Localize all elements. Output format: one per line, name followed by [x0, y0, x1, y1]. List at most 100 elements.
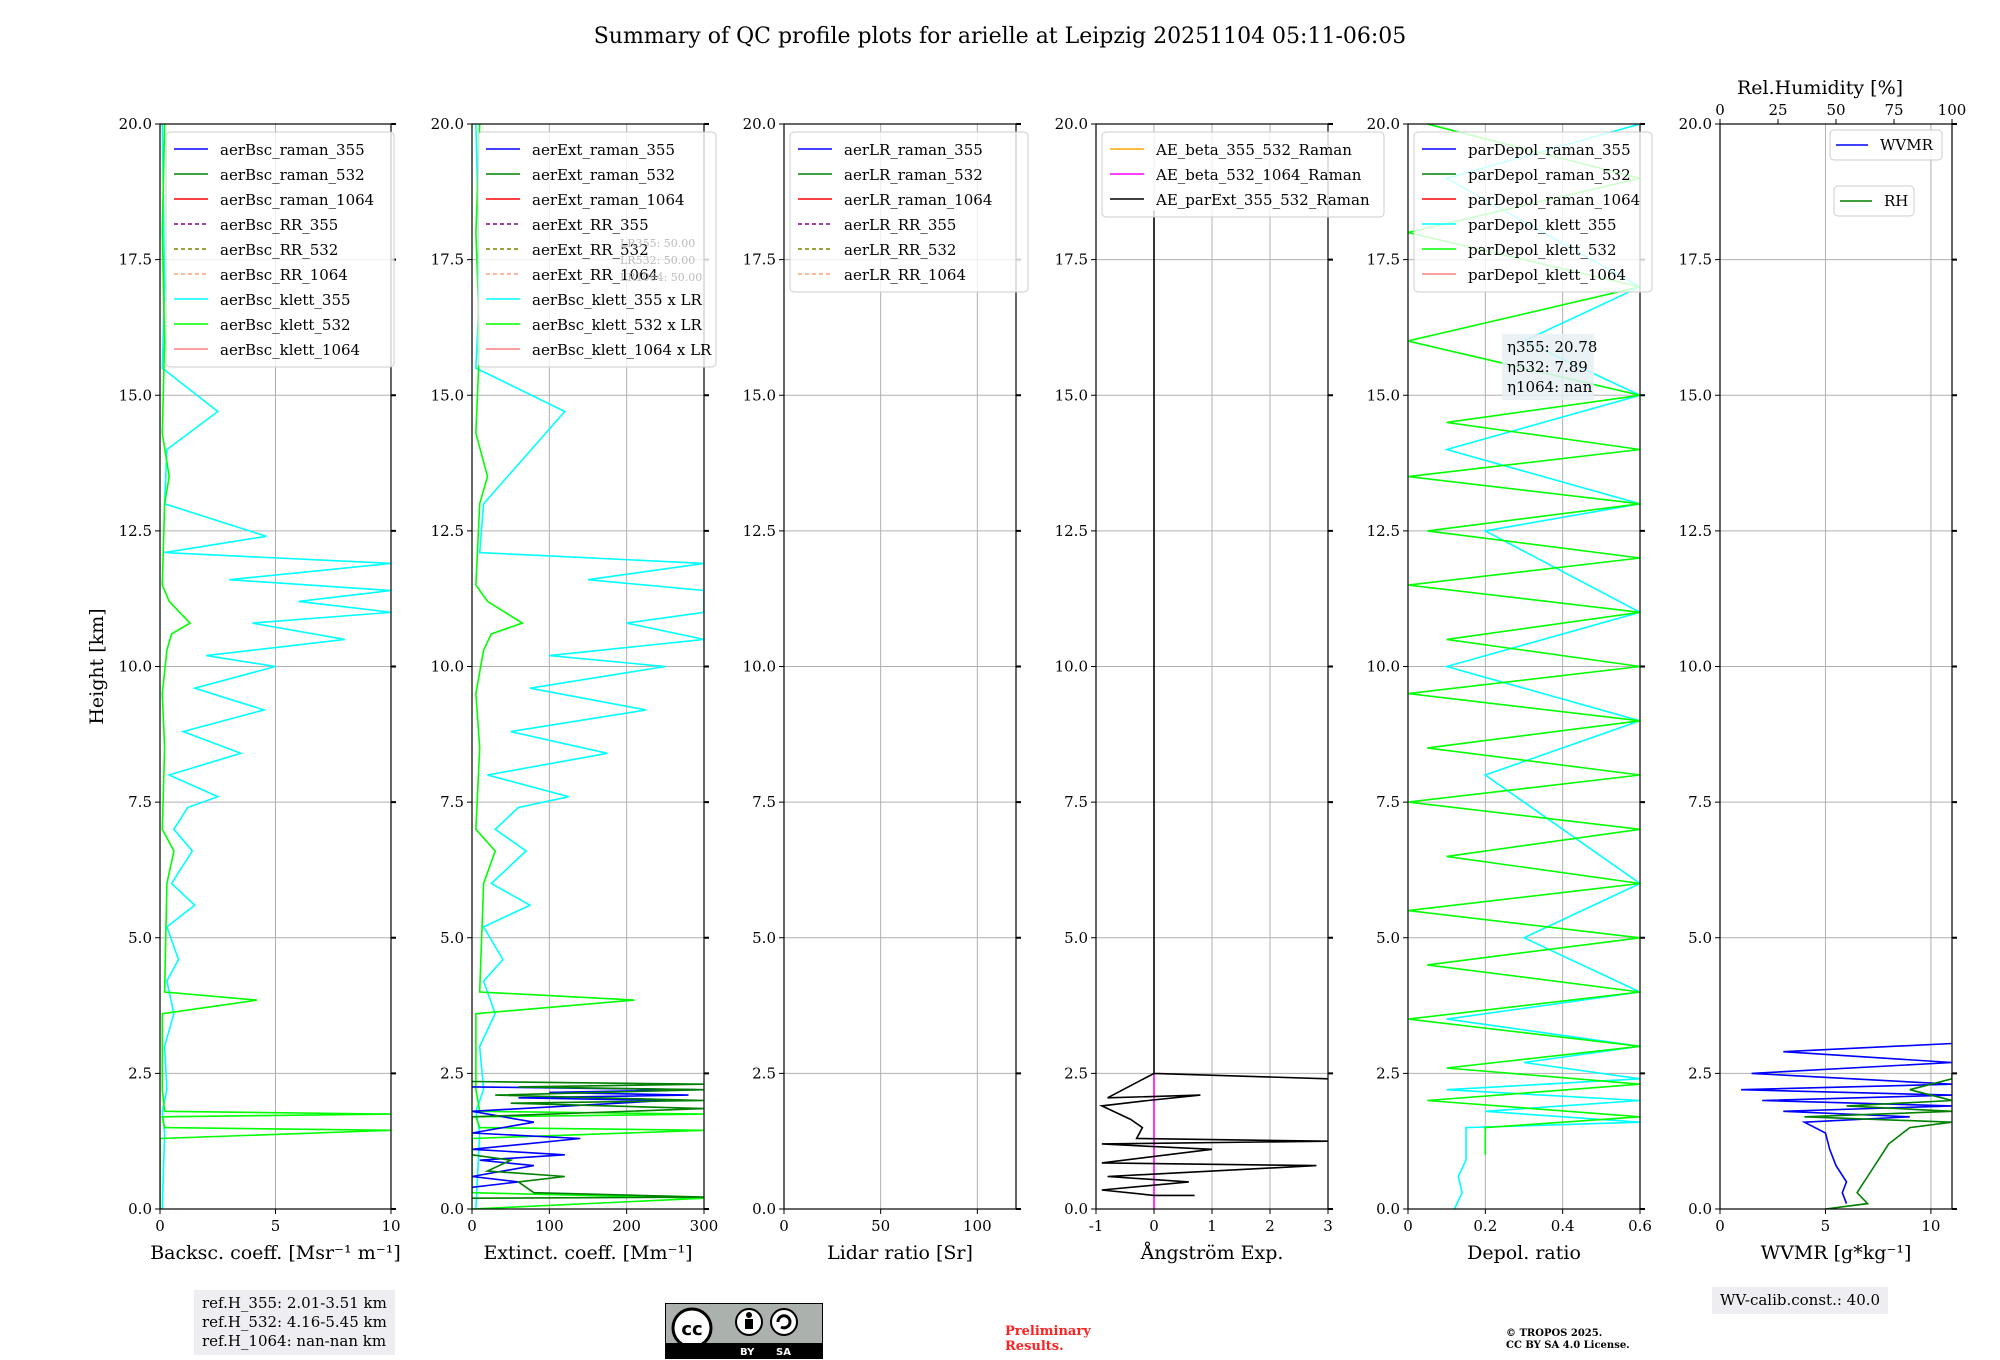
series-aerBsc_klett_532	[160, 124, 391, 1209]
y-tick-label: 5.0	[752, 929, 776, 947]
y-tick-label: 12.5	[119, 522, 152, 540]
series-group	[1408, 124, 1640, 1209]
x-tick-label: 5	[1821, 1217, 1831, 1235]
x-tick-label: 100	[535, 1217, 564, 1235]
legend-label: aerExt_RR_1064	[532, 266, 658, 284]
x-tick-label: 0	[1403, 1217, 1413, 1235]
legend-box	[165, 131, 395, 368]
legend-label: parDepol_raman_1064	[1468, 191, 1640, 209]
legend-label: aerBsc_raman_532	[220, 166, 365, 184]
top-tick-label: 100	[1938, 101, 1967, 119]
y-tick-label: 2.5	[440, 1064, 464, 1082]
x-tick-label: 0.6	[1628, 1217, 1652, 1235]
legend-label: aerBsc_RR_355	[220, 216, 338, 234]
lr-label: LR532: 50.00	[620, 254, 695, 267]
y-tick-label: 15.0	[119, 386, 152, 404]
x-tick-label: 0	[1715, 1217, 1725, 1235]
legend-label: parDepol_klett_532	[1468, 241, 1617, 259]
legend-label: parDepol_klett_1064	[1468, 266, 1626, 284]
x-tick-label: 0	[779, 1217, 789, 1235]
y-tick-label: 10.0	[1367, 658, 1400, 676]
y-tick-label: 0.0	[752, 1200, 776, 1218]
legend-box	[789, 131, 1029, 293]
eta-label: η532: 7.89	[1507, 358, 1588, 376]
legend-box	[1413, 131, 1653, 293]
legend-label: AE_beta_355_532_Raman	[1155, 141, 1352, 159]
wv-calib-box: WV-calib.const.: 40.0	[1712, 1287, 1889, 1314]
y-tick-label: 7.5	[1376, 793, 1400, 811]
series-AE_parExt_355_532_Raman	[1098, 210, 1328, 1197]
series-aerExt_raman_532	[472, 1080, 704, 1199]
legend-label: aerBsc_klett_532	[220, 316, 351, 334]
y-tick-label: 17.5	[431, 251, 464, 269]
lr-label: LR355: 50.00	[620, 237, 695, 250]
y-tick-label: 2.5	[1376, 1064, 1400, 1082]
series-aerExt_raman_355	[472, 1086, 697, 1189]
y-tick-label: 15.0	[1055, 386, 1088, 404]
legend-label: aerExt_raman_355	[532, 141, 675, 159]
y-tick-label: 20.0	[743, 115, 776, 133]
x-tick-label: 0	[1149, 1217, 1159, 1235]
legend-label: aerLR_RR_1064	[844, 266, 966, 284]
y-tick-label: 20.0	[1679, 115, 1712, 133]
legend-label: parDepol_klett_355	[1468, 216, 1617, 234]
x-tick-label: 50	[871, 1217, 890, 1235]
y-tick-label: 15.0	[1367, 386, 1400, 404]
y-tick-label: 12.5	[1367, 522, 1400, 540]
preliminary-note: Preliminary Results.	[1005, 1324, 1091, 1354]
cc-logo-icon: cc	[671, 1307, 798, 1344]
y-tick-label: 17.5	[1055, 251, 1088, 269]
x-axis-label: Lidar ratio [Sr]	[827, 1242, 973, 1264]
eta-box	[1502, 334, 1594, 400]
series-aerBsc_klett_532 x LR	[472, 124, 704, 1209]
series-group	[160, 124, 391, 1209]
y-tick-label: 0.0	[1688, 1200, 1712, 1218]
series-group	[472, 124, 704, 1209]
legend-label: aerLR_raman_1064	[844, 191, 992, 209]
top-axis-label: Rel.Humidity [%]	[1737, 77, 1903, 99]
top-tick-label: 50	[1826, 101, 1845, 119]
x-tick-label: 0.4	[1551, 1217, 1575, 1235]
legend-label: parDepol_raman_532	[1468, 166, 1631, 184]
y-tick-label: 5.0	[1064, 929, 1088, 947]
panel-wv: 0.02.55.07.510.012.515.017.520.00 5 10WVMR…	[1679, 77, 1967, 1264]
y-tick-label: 2.5	[128, 1064, 152, 1082]
panel-lr: 0.0 2.5 5.0 7.5 10.0 12.5 15.0 17.5 20.0 0 50 100 Li…	[743, 115, 1029, 1264]
x-tick-label: 3	[1323, 1217, 1333, 1235]
legend-box	[1829, 129, 1943, 161]
y-tick-label: 0.0	[440, 1200, 464, 1218]
copyright-note: © TROPOS 2025. CC BY SA 4.0 License.	[1506, 1328, 1630, 1351]
panel-ext: 0.0 2.5 5.0 7.5 10.0 12.5 15.0 17.5 20.0 0 100 200 3…	[431, 115, 719, 1264]
x-tick-label: 10	[1921, 1217, 1940, 1235]
series-WVMR	[1741, 1042, 1952, 1204]
y-tick-label: 17.5	[743, 251, 776, 269]
y-tick-label: 10.0	[743, 658, 776, 676]
top-tick-label: 0	[1715, 101, 1725, 119]
y-tick-label: 0.0	[128, 1200, 152, 1218]
series-group	[1741, 1042, 1952, 1209]
legend-label: AE_parExt_355_532_Raman	[1155, 191, 1370, 209]
y-tick-label: 7.5	[1688, 793, 1712, 811]
x-tick-label: 0	[467, 1217, 477, 1235]
y-axis-label: Height [km]	[86, 608, 108, 724]
x-tick-label: 5	[271, 1217, 281, 1235]
figure-title: Summary of QC profile plots for arielle …	[593, 24, 1407, 49]
y-tick-label: 12.5	[743, 522, 776, 540]
ref-h-532: ref.H_532: 4.16-5.45 km	[202, 1313, 387, 1331]
legend-box	[1101, 131, 1385, 218]
ref-h-1064: ref.H_1064: nan-nan km	[202, 1332, 387, 1350]
legend-label: AE_beta_532_1064_Raman	[1155, 166, 1362, 184]
x-tick-label: 300	[690, 1217, 719, 1235]
x-tick-label: 0.2	[1473, 1217, 1497, 1235]
y-tick-label: 5.0	[128, 929, 152, 947]
cc-sa-label: SA	[776, 1347, 791, 1358]
x-axis-label: WVMR [g*kg⁻¹]	[1761, 1242, 1912, 1264]
y-tick-label: 7.5	[440, 793, 464, 811]
y-tick-label: 7.5	[1064, 793, 1088, 811]
legend-label: parDepol_raman_355	[1468, 141, 1631, 159]
y-tick-label: 2.5	[1688, 1064, 1712, 1082]
legend-label: aerLR_RR_532	[844, 241, 956, 259]
legend-label: aerLR_RR_355	[844, 216, 956, 234]
svg-text:cc: cc	[681, 1319, 702, 1340]
x-axis-label: Backsc. coeff. [Msr⁻¹ m⁻¹]	[150, 1242, 401, 1264]
